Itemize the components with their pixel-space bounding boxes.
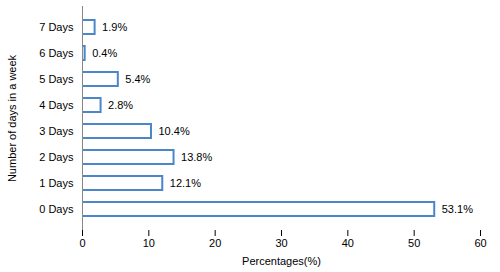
svg-text:20: 20 [209, 237, 221, 249]
svg-text:0.4%: 0.4% [92, 47, 117, 59]
svg-text:30: 30 [275, 237, 287, 249]
svg-text:12.1%: 12.1% [170, 177, 201, 189]
svg-text:60: 60 [474, 237, 486, 249]
svg-text:2 Days: 2 Days [39, 151, 74, 163]
svg-text:3 Days: 3 Days [39, 125, 74, 137]
svg-text:5.4%: 5.4% [125, 73, 150, 85]
svg-text:7 Days: 7 Days [39, 21, 74, 33]
svg-text:6 Days: 6 Days [39, 47, 74, 59]
svg-text:Percentages(%): Percentages(%) [242, 255, 321, 267]
svg-text:4 Days: 4 Days [39, 99, 74, 111]
svg-text:10: 10 [143, 237, 155, 249]
svg-text:0 Days: 0 Days [39, 203, 74, 215]
svg-text:1 Days: 1 Days [39, 177, 74, 189]
svg-text:0: 0 [79, 237, 85, 249]
svg-text:53.1%: 53.1% [442, 203, 473, 215]
svg-text:Number of days in a week: Number of days in a week [6, 54, 18, 182]
svg-text:13.8%: 13.8% [181, 151, 212, 163]
svg-text:10.4%: 10.4% [158, 125, 189, 137]
svg-text:40: 40 [342, 237, 354, 249]
svg-text:50: 50 [408, 237, 420, 249]
svg-text:2.8%: 2.8% [108, 99, 133, 111]
svg-text:1.9%: 1.9% [102, 21, 127, 33]
svg-text:5 Days: 5 Days [39, 73, 74, 85]
